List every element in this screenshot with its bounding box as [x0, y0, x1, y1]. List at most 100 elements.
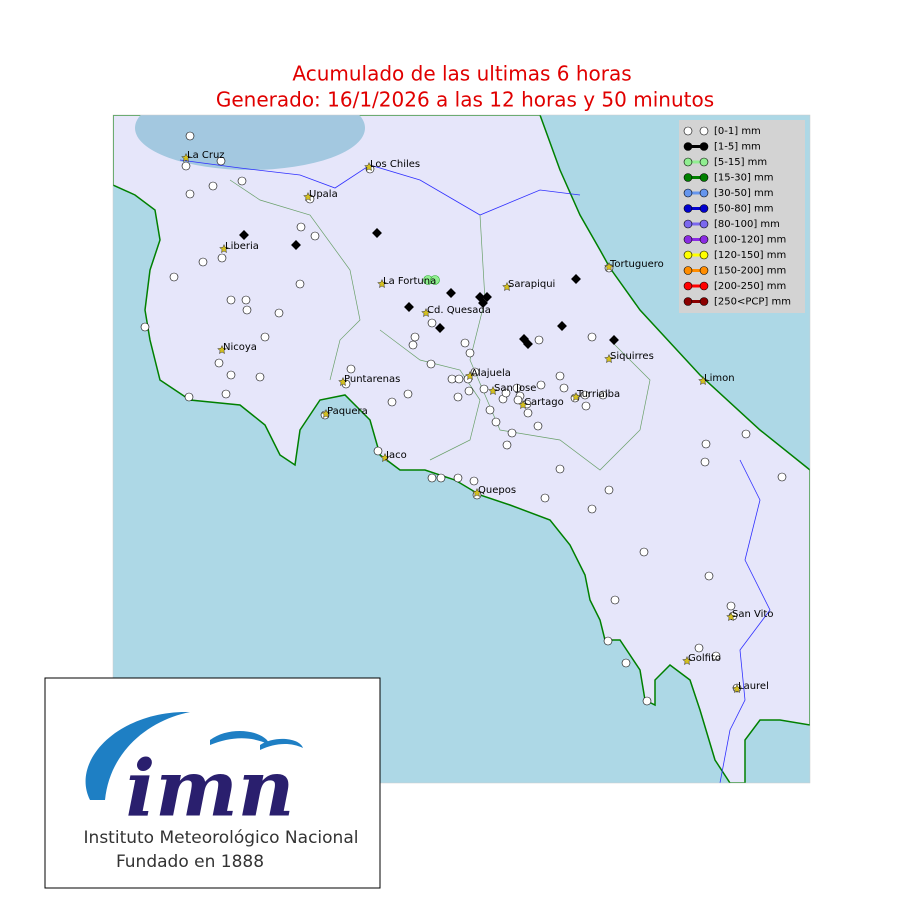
logo-swoosh [85, 711, 190, 800]
legend-marker [699, 235, 709, 244]
city-label: Nicoya [223, 342, 257, 353]
city-label: Limon [704, 373, 735, 384]
station [291, 240, 301, 250]
city-marker [303, 191, 313, 202]
province-line [469, 214, 651, 471]
legend-label: [15-30] mm [714, 173, 774, 184]
city-label: Cd. Quesada [427, 305, 491, 316]
station [404, 302, 414, 312]
legend-label: [250<PCP] mm [714, 297, 791, 308]
station [464, 386, 474, 396]
city-marker [421, 307, 431, 318]
station [346, 364, 356, 374]
station [485, 405, 495, 415]
station [580, 390, 590, 400]
legend-marker [699, 204, 709, 213]
city-marker [377, 278, 387, 289]
station [453, 392, 463, 402]
city-label: Tortuguero [609, 259, 664, 270]
station [216, 156, 226, 166]
legend-marker [683, 204, 693, 213]
city-marker [726, 611, 736, 622]
legend-marker [683, 281, 693, 291]
city-marker [682, 655, 692, 666]
city-label: Alajuela [471, 368, 511, 379]
station [726, 601, 736, 611]
station [478, 298, 488, 308]
city-label: Golfito [688, 653, 721, 664]
station [533, 421, 543, 431]
station [610, 595, 620, 605]
logo-name: Instituto Meteorológico Nacional [84, 828, 359, 848]
legend-label: [120-150] mm [714, 250, 786, 261]
station [387, 397, 397, 407]
station [557, 321, 567, 331]
station [555, 464, 565, 474]
city-marker [698, 375, 708, 386]
station [373, 446, 383, 456]
legend-marker [699, 266, 709, 275]
station [559, 383, 569, 393]
legend-label: [0-1] mm [714, 126, 761, 137]
city-marker [472, 487, 482, 498]
title: Acumulado de las ultimas 6 horas [292, 62, 631, 86]
legend-marker [699, 188, 709, 198]
station [274, 308, 284, 318]
city-marker [732, 683, 742, 694]
station [436, 473, 446, 483]
logo-mark: imn [126, 744, 295, 835]
station [239, 230, 249, 240]
legend-marker [683, 250, 693, 260]
station [700, 457, 710, 467]
city-marker [604, 261, 614, 272]
station [482, 292, 492, 302]
legend-marker [683, 266, 693, 275]
station [523, 339, 533, 349]
station [465, 348, 475, 358]
city-label: San Jose [494, 383, 536, 394]
station [534, 335, 544, 345]
station [621, 658, 631, 668]
city-marker [219, 243, 229, 254]
station [226, 370, 236, 380]
station [502, 440, 512, 450]
city-label: Laurel [738, 681, 769, 692]
station [469, 476, 479, 486]
city-marker [465, 370, 475, 381]
station [185, 131, 195, 141]
city-marker [217, 344, 227, 355]
province-line [379, 329, 481, 461]
city-marker [518, 399, 528, 410]
station [226, 295, 236, 305]
legend-label: [1-5] mm [714, 142, 761, 153]
station [221, 389, 231, 399]
station [491, 417, 501, 427]
legend-box [679, 120, 805, 313]
legend-marker [683, 219, 693, 229]
legend-label: [200-250] mm [714, 281, 786, 292]
map-frame [112, 114, 811, 784]
city-label: Turrialba [576, 389, 620, 400]
station [169, 272, 179, 282]
legend-label: [150-200] mm [714, 266, 786, 277]
station [587, 332, 597, 342]
station [604, 485, 614, 495]
legend-marker [683, 157, 693, 167]
city-label: Los Chiles [370, 159, 420, 170]
station [217, 253, 227, 263]
legend-marker [699, 219, 709, 229]
station [410, 332, 420, 342]
city-marker [488, 385, 498, 396]
station [777, 472, 787, 482]
station [523, 408, 533, 418]
border [719, 459, 771, 783]
logo-cloud [210, 730, 270, 745]
station [426, 359, 436, 369]
station [741, 429, 751, 439]
station [704, 571, 714, 581]
legend-marker [683, 235, 693, 244]
station [372, 228, 382, 238]
station [507, 428, 517, 438]
city-label: Paquera [327, 406, 368, 417]
